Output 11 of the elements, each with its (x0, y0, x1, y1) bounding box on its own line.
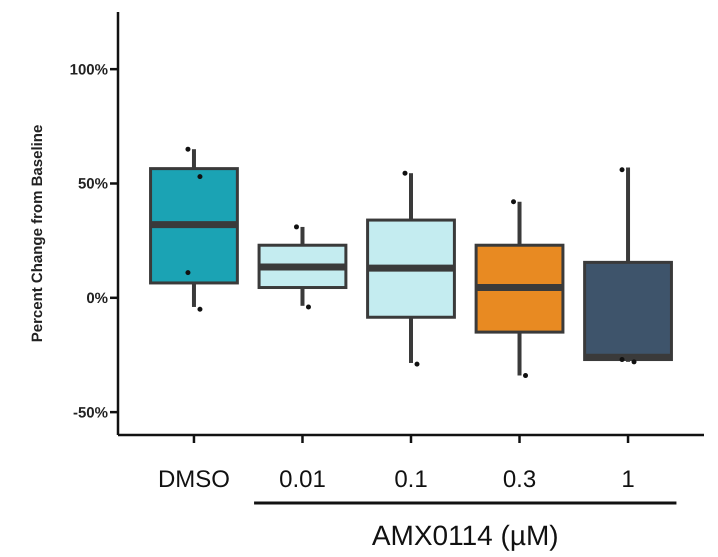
x-tick-label: DMSO (158, 466, 230, 493)
y-tick-label: -50% (72, 404, 108, 422)
y-axis-title: Percent Change from Baseline (29, 124, 46, 342)
y-tick-label: 100% (70, 61, 108, 78)
y-tick-label: 50% (78, 176, 108, 193)
y-tick-label: 0% (86, 290, 108, 308)
x-axis-title: AMX0114 (µM) (372, 520, 559, 551)
x-tick-label: 0.3 (502, 466, 536, 493)
x-tick-label: 1 (621, 466, 635, 493)
x-tick-label: 0.01 (279, 466, 326, 493)
x-tick-label: 0.1 (394, 466, 428, 493)
